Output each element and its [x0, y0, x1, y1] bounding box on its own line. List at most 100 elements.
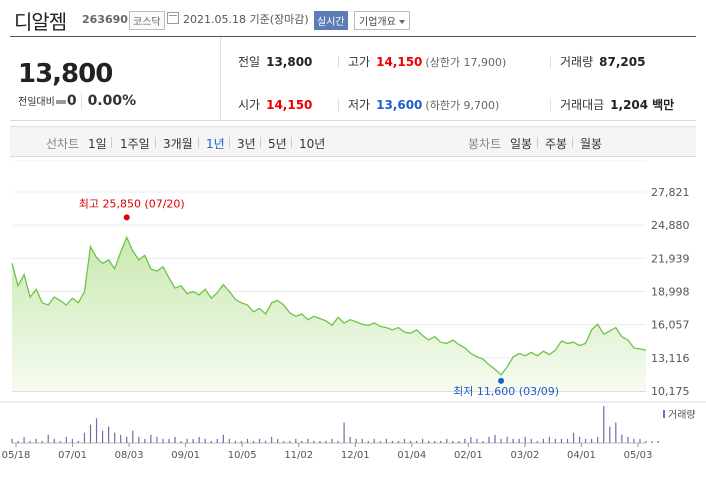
volume-bar — [325, 440, 327, 443]
volume-bar — [132, 430, 134, 443]
divider — [550, 56, 551, 68]
volume-bar — [216, 438, 218, 443]
price-chart[interactable]: 27,821 24,880 21,939 18,998 16,057 13,116 10,1… — [0, 160, 706, 479]
x-tick-label: 05/03 — [624, 450, 653, 461]
volume-bar — [101, 430, 104, 443]
prev-close: 전일 13,800 — [238, 53, 312, 70]
tab-5y[interactable]: 5년 — [268, 137, 287, 151]
company-overview-dropdown[interactable]: 기업개요 — [354, 11, 410, 30]
open-label: 시가 — [238, 98, 261, 112]
tab-daily[interactable]: 일봉 — [510, 137, 533, 151]
volume-bar — [307, 438, 309, 443]
tab-3m[interactable]: 3개월 — [163, 137, 193, 151]
x-tick-label: 07/01 — [58, 450, 87, 461]
price-summary: 13,800 전일대비 0 0.00% 전일 13,800 고가 14,150 (상한가 … — [10, 36, 696, 121]
tab-1y[interactable]: 1년 — [206, 137, 225, 151]
change-percent: 0.00% — [80, 93, 137, 109]
volume-bar — [621, 434, 623, 443]
volume-bar — [409, 440, 412, 443]
base-date: 2021.05.18 기준(장마감) — [183, 13, 309, 26]
chart-tabs: 선차트 1일 1주일 3개월 1년 3년 5년 10년 봉차트 일봉 주봉 월봉 — [10, 126, 696, 157]
volume-bar — [204, 438, 206, 443]
candle-chart-label: 봉차트 — [468, 137, 502, 151]
calendar-icon — [167, 12, 179, 24]
volume-bar — [518, 438, 520, 443]
tab-10y[interactable]: 10년 — [299, 137, 326, 151]
volume-bar — [397, 440, 400, 443]
volume-bar — [174, 436, 176, 443]
y-tick-label: 18,998 — [651, 286, 690, 299]
change-value: 0 — [66, 93, 77, 109]
x-tick-label: 03/02 — [510, 450, 539, 461]
volume-bar — [59, 440, 61, 443]
divider — [229, 137, 230, 148]
volume-bar — [17, 440, 19, 443]
volume-bar — [192, 438, 194, 443]
x-axis-labels: 05/18 07/01 08/03 09/01 10/05 11/02 12/01 01/04… — [2, 443, 653, 461]
current-price: 13,800 — [18, 59, 113, 89]
volume-bar — [222, 434, 224, 443]
x-tick-label: 05/18 — [2, 450, 31, 461]
high-price: 고가 14,150 (상한가 17,900) — [348, 53, 506, 70]
high-label: 고가 — [348, 55, 371, 69]
volume-bar — [609, 426, 611, 443]
x-tick-label: 12/01 — [341, 450, 370, 461]
tab-weekly[interactable]: 주봉 — [545, 137, 568, 151]
volume-bar — [337, 440, 339, 443]
volume-bar — [524, 436, 526, 443]
volume-bar — [77, 440, 80, 443]
realtime-button[interactable]: 실시간 — [314, 11, 348, 30]
tab-1w[interactable]: 1주일 — [120, 137, 150, 151]
max-marker — [123, 214, 130, 221]
volume-bar — [210, 440, 212, 443]
volume-bar — [373, 438, 375, 443]
company-name: 디알젬 — [14, 10, 67, 34]
volume-bar — [494, 434, 496, 443]
x-tick-label: 11/02 — [284, 450, 313, 461]
prev-label: 전일 — [238, 55, 261, 69]
tab-3y[interactable]: 3년 — [237, 137, 256, 151]
volume-bar — [458, 440, 460, 443]
volume-bar — [11, 438, 13, 443]
low-label: 저가 — [348, 98, 371, 112]
change-row: 전일대비 0 0.00% — [18, 93, 137, 109]
volume-bar — [633, 438, 635, 443]
change-label: 전일대비 — [18, 97, 55, 108]
volume-bar — [482, 440, 484, 443]
volume-bar — [542, 438, 544, 443]
volume-bar — [180, 440, 182, 443]
volume-legend-label: 거래량 — [668, 409, 696, 421]
divider — [198, 137, 199, 148]
volume-bar — [120, 434, 122, 443]
current-price-box: 13,800 전일대비 0 0.00% — [10, 37, 221, 121]
volume-bar — [512, 438, 514, 443]
volume-bar — [506, 436, 508, 443]
overview-label: 기업개요 — [359, 17, 396, 28]
volume-bar — [65, 436, 67, 443]
volume-bar — [150, 434, 152, 443]
volume-bar — [566, 438, 569, 443]
volume-bar — [108, 426, 110, 443]
volume-bar — [138, 436, 140, 443]
volume-bar — [252, 440, 255, 443]
volume-bar — [198, 436, 200, 443]
divider — [291, 137, 292, 148]
volume-bar — [367, 440, 369, 443]
volume-bar — [591, 438, 593, 443]
volume-bar — [476, 438, 478, 443]
volume: 거래량 87,205 — [560, 53, 645, 70]
volume-bar — [440, 440, 442, 443]
volume-bar — [29, 440, 31, 443]
y-tick-label: 13,116 — [651, 352, 690, 365]
market-badge: 코스닥 — [129, 11, 165, 30]
volume-bar — [421, 438, 424, 443]
tab-monthly[interactable]: 월봉 — [580, 137, 603, 151]
volume-bar — [246, 438, 249, 443]
tab-1d[interactable]: 1일 — [88, 137, 107, 151]
min-label: 최저 11,600 (03/09) — [453, 385, 559, 398]
volume-bar — [500, 438, 502, 443]
amount-unit: 백만 — [652, 98, 675, 112]
volume-bar — [343, 422, 345, 443]
volume-bar — [240, 440, 243, 443]
volume-bar — [23, 436, 25, 443]
